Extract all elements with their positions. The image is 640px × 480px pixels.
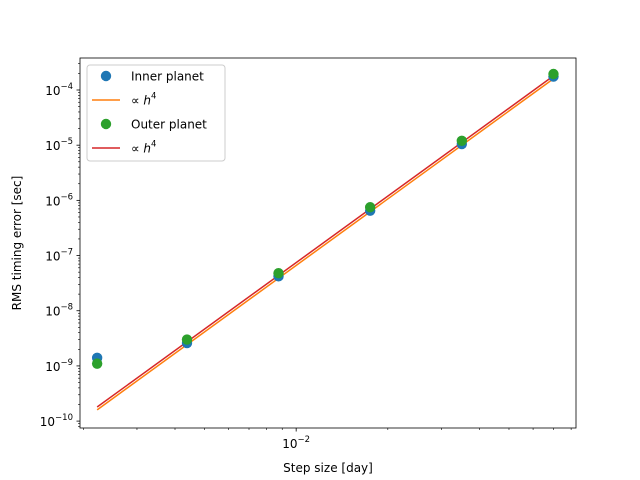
x-axis-label: Step size [day] — [283, 461, 373, 475]
y-tick-label: 10−6 — [45, 192, 73, 208]
data-point-s2-1 — [181, 334, 193, 345]
legend-label: ∝ h4 — [131, 140, 156, 156]
y-tick-label: 10−8 — [45, 303, 73, 319]
x-axis: 10−2 — [83, 428, 572, 451]
y-tick-label: 10−9 — [45, 358, 73, 374]
y-axis: 10−10 10−9 10−8 10−7 10−6 10−5 10−4 — [40, 63, 80, 429]
data-point-s2-4 — [456, 135, 468, 147]
series-layer — [91, 68, 559, 411]
y-tick-label: 10−5 — [45, 137, 73, 153]
fit-line-3 — [96, 75, 554, 408]
legend-marker — [100, 70, 112, 82]
y-tick-label: 10−4 — [45, 82, 73, 98]
x-tick-label: 10−2 — [282, 435, 310, 451]
data-point-s2-0 — [91, 358, 103, 369]
y-tick-label: 10−7 — [45, 248, 73, 264]
data-point-s2-2 — [273, 267, 284, 279]
y-axis-label: RMS timing error [sec] — [10, 176, 24, 311]
fit-line-1 — [96, 78, 554, 411]
plot-area — [91, 68, 559, 411]
legend-label: ∝ h4 — [131, 92, 156, 108]
data-point-s2-5 — [548, 68, 559, 80]
legend-marker — [100, 118, 112, 130]
plot-frame — [79, 57, 577, 429]
legend-box — [86, 64, 226, 162]
data-point-s2-3 — [364, 202, 376, 213]
legend-label: Outer planet — [131, 118, 207, 132]
y-tick-label: 10−10 — [40, 413, 73, 429]
legend: Inner planet ∝ h4 Outer planet ∝ h4 — [86, 64, 226, 162]
legend-label: Inner planet — [131, 70, 204, 84]
